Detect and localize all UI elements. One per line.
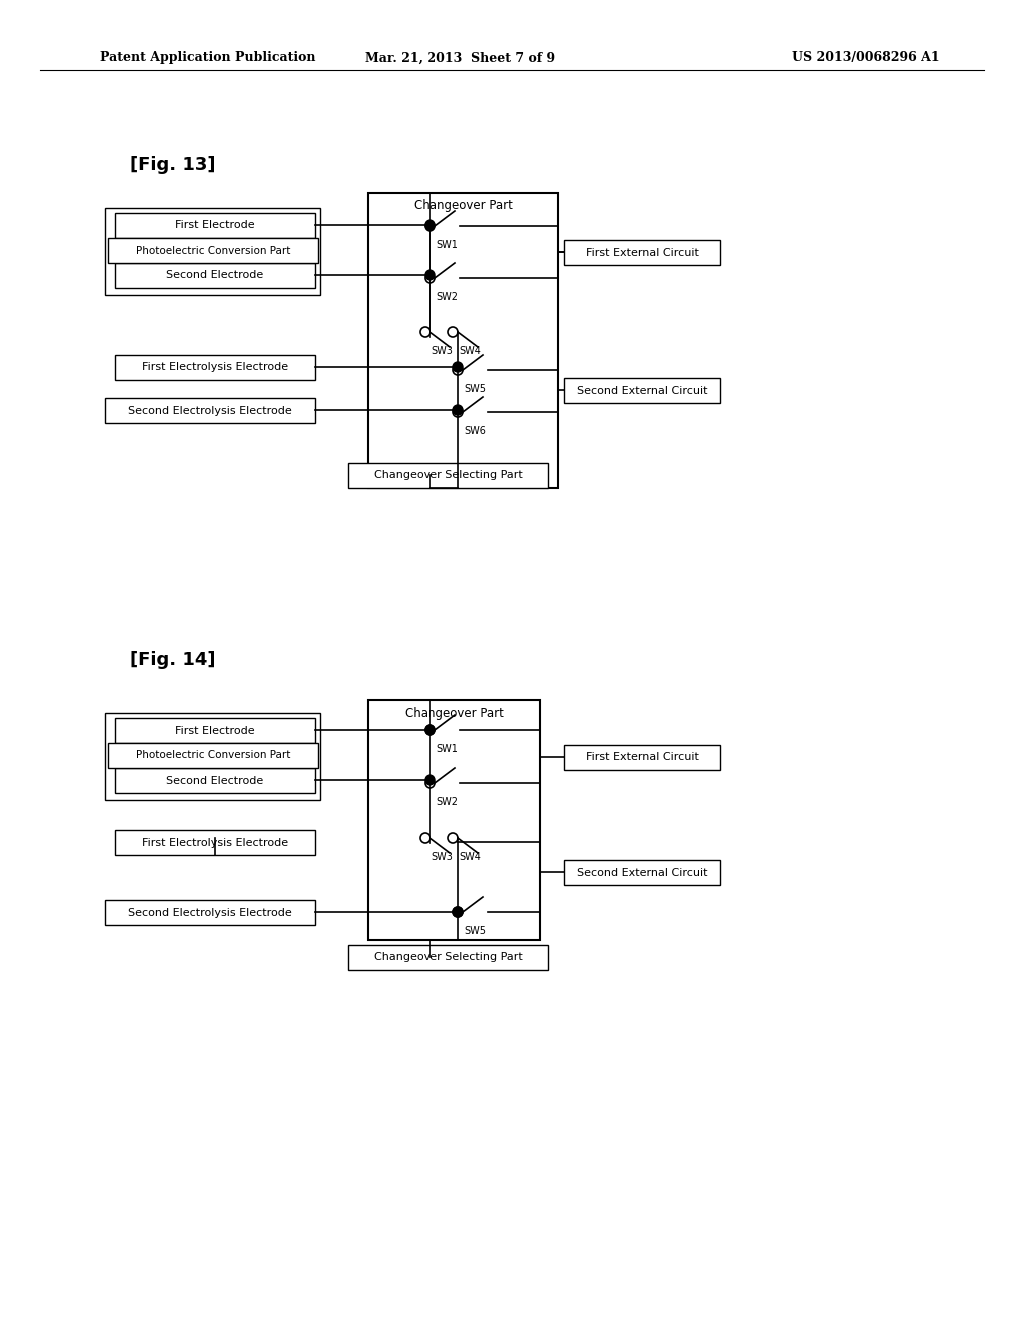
Bar	[115, 263, 315, 288]
Text: SW2: SW2	[436, 292, 458, 302]
Text: Second Electrolysis Electrode: Second Electrolysis Electrode	[128, 908, 292, 917]
Circle shape	[453, 907, 463, 917]
Bar	[564, 378, 720, 403]
Bar	[105, 713, 319, 800]
Text: SW2: SW2	[436, 797, 458, 807]
Text: Changeover Selecting Part: Changeover Selecting Part	[374, 953, 522, 962]
Text: SW3: SW3	[431, 851, 453, 862]
Text: First External Circuit: First External Circuit	[586, 752, 698, 763]
Bar	[115, 718, 315, 743]
Text: SW1: SW1	[436, 240, 458, 249]
Text: First External Circuit: First External Circuit	[586, 248, 698, 257]
Bar	[115, 768, 315, 793]
Circle shape	[453, 405, 463, 414]
Text: Second Electrode: Second Electrode	[166, 271, 263, 281]
Text: SW6: SW6	[464, 426, 485, 436]
Bar	[564, 744, 720, 770]
Text: SW4: SW4	[459, 851, 481, 862]
Text: Photoelectric Conversion Part: Photoelectric Conversion Part	[136, 751, 290, 760]
Bar	[115, 830, 315, 855]
Text: SW5: SW5	[464, 384, 486, 393]
Text: [Fig. 14]: [Fig. 14]	[130, 651, 215, 669]
Bar	[105, 399, 315, 422]
Text: SW3: SW3	[431, 346, 453, 356]
Text: SW5: SW5	[464, 927, 486, 936]
Bar	[115, 355, 315, 380]
Text: SW1: SW1	[436, 744, 458, 754]
Text: First Electrolysis Electrode: First Electrolysis Electrode	[142, 363, 288, 372]
Bar	[348, 945, 548, 970]
Circle shape	[425, 220, 435, 230]
Text: Patent Application Publication: Patent Application Publication	[100, 51, 315, 65]
Bar	[108, 238, 318, 263]
Bar	[348, 463, 548, 488]
Text: Changeover Part: Changeover Part	[404, 706, 504, 719]
Text: US 2013/0068296 A1: US 2013/0068296 A1	[793, 51, 940, 65]
Bar	[368, 700, 540, 940]
Text: First Electrode: First Electrode	[175, 726, 255, 735]
Text: SW4: SW4	[459, 346, 481, 356]
Circle shape	[425, 775, 435, 785]
Text: Second External Circuit: Second External Circuit	[577, 867, 708, 878]
Text: Second Electrode: Second Electrode	[166, 776, 263, 785]
Text: [Fig. 13]: [Fig. 13]	[130, 156, 215, 174]
Bar	[105, 209, 319, 294]
Bar	[108, 743, 318, 768]
Bar	[564, 861, 720, 884]
Text: Mar. 21, 2013  Sheet 7 of 9: Mar. 21, 2013 Sheet 7 of 9	[365, 51, 555, 65]
Circle shape	[425, 271, 435, 280]
Bar	[105, 900, 315, 925]
Circle shape	[453, 362, 463, 372]
Text: Changeover Selecting Part: Changeover Selecting Part	[374, 470, 522, 480]
Bar	[368, 193, 558, 488]
Text: First Electrolysis Electrode: First Electrolysis Electrode	[142, 837, 288, 847]
Text: Second Electrolysis Electrode: Second Electrolysis Electrode	[128, 405, 292, 416]
Bar	[115, 213, 315, 238]
Text: Photoelectric Conversion Part: Photoelectric Conversion Part	[136, 246, 290, 256]
Text: Changeover Part: Changeover Part	[414, 199, 512, 213]
Circle shape	[425, 725, 435, 735]
Text: First Electrode: First Electrode	[175, 220, 255, 231]
Text: Second External Circuit: Second External Circuit	[577, 385, 708, 396]
Bar	[564, 240, 720, 265]
